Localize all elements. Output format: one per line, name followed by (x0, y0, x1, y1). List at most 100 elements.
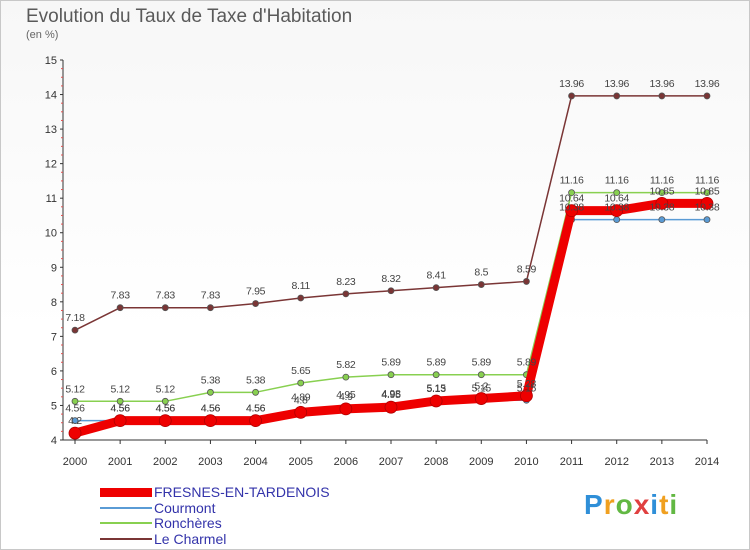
data-point (658, 92, 666, 100)
data-point (477, 281, 485, 288)
brand-logo: Proxiti (584, 489, 678, 521)
legend-label: Le Charmel (154, 530, 227, 547)
data-point (71, 326, 79, 334)
data-label: 4.9 (339, 391, 353, 403)
data-label: 4.56 (201, 403, 221, 415)
data-label: 4.56 (111, 403, 131, 415)
data-point (116, 304, 124, 312)
data-point (249, 414, 262, 428)
data-label: 10.38 (695, 202, 720, 214)
x-tick-label: 2011 (560, 456, 584, 468)
data-point (297, 294, 305, 302)
data-point (161, 304, 169, 312)
x-tick-label: 2008 (424, 456, 448, 468)
data-label: 7.83 (201, 290, 221, 302)
data-point (703, 189, 711, 197)
x-tick-label: 2002 (153, 456, 177, 468)
data-label: 10.85 (649, 185, 674, 197)
y-tick-label: 11 (46, 193, 57, 205)
data-label: 5.89 (517, 357, 537, 369)
data-label: 11.16 (605, 175, 629, 187)
y-tick-label: 15 (45, 55, 57, 67)
x-tick-label: 2004 (243, 456, 267, 468)
y-tick-label: 9 (51, 262, 57, 274)
data-label: 7.83 (111, 290, 131, 302)
data-label: 4.56 (201, 403, 221, 415)
data-point (520, 389, 533, 403)
data-label: 5.38 (246, 374, 266, 386)
data-point (523, 278, 530, 285)
data-label: 5.13 (427, 383, 447, 395)
data-label: 5.15 (517, 382, 537, 394)
data-label: 11.16 (560, 175, 584, 187)
x-tick-label: 2003 (198, 456, 222, 468)
chart-unit-label: (en %) (26, 29, 59, 41)
data-label: 10.85 (695, 185, 720, 197)
data-point (294, 405, 308, 419)
data-label: 4.56 (111, 403, 131, 415)
data-point (161, 397, 169, 405)
legend-label: Courmont (154, 499, 216, 516)
data-point (252, 300, 259, 307)
y-tick-label: 13 (45, 124, 57, 136)
data-point (207, 304, 214, 312)
data-point (568, 189, 575, 197)
x-tick-label: 2006 (334, 456, 358, 468)
brand-letter: t (659, 489, 670, 520)
data-point (342, 290, 350, 298)
data-label: 7.83 (156, 290, 176, 302)
legend-swatch (100, 487, 152, 497)
data-label: 4.56 (65, 403, 85, 415)
data-label: 4.56 (246, 403, 266, 415)
legend-label: Ronchères (154, 515, 222, 531)
data-label: 10.38 (604, 202, 629, 214)
data-point (655, 196, 669, 210)
data-point (703, 92, 711, 100)
data-point (429, 394, 443, 408)
x-tick-label: 2009 (469, 456, 493, 468)
data-label: 4.56 (156, 403, 176, 415)
data-point (387, 371, 395, 379)
data-label: 13.96 (649, 78, 674, 90)
chart-title: Evolution du Taux de Taxe d'Habitation (26, 6, 353, 27)
y-tick-label: 10 (45, 228, 57, 240)
data-point (297, 379, 305, 387)
brand-letter: P (584, 489, 604, 520)
data-point (568, 92, 575, 100)
data-label: 4.2 (68, 415, 82, 427)
data-point (252, 388, 259, 396)
data-label: 4.8 (294, 394, 308, 406)
data-point (116, 397, 124, 405)
data-label: 10.64 (604, 193, 629, 205)
data-point (158, 414, 172, 428)
data-point (477, 371, 485, 379)
data-label: 8.11 (291, 280, 310, 292)
data-label: 5.65 (291, 365, 311, 377)
y-tick-label: 14 (45, 90, 57, 102)
data-point (658, 189, 666, 197)
brand-letter: r (603, 489, 616, 520)
data-point (342, 373, 350, 381)
data-point (474, 392, 488, 405)
brand-letter: x (633, 489, 651, 520)
data-label: 8.41 (427, 270, 447, 282)
x-tick-label: 2013 (650, 456, 674, 468)
data-label: 5.12 (65, 383, 85, 395)
data-label: 5.89 (427, 357, 447, 369)
legend-label: FRESNES-EN-TARDENOIS (154, 484, 330, 500)
data-label: 10.64 (559, 193, 584, 205)
data-point (207, 388, 214, 396)
data-label: 4.95 (381, 389, 401, 401)
data-point (387, 287, 395, 295)
data-label: 8.23 (336, 276, 356, 288)
legend-swatch (100, 506, 152, 509)
data-point (71, 417, 79, 425)
data-label: 5.15 (472, 382, 492, 394)
data-label: 5.12 (156, 383, 176, 395)
y-tick-label: 4 (51, 435, 57, 447)
data-label: 8.59 (517, 263, 537, 275)
x-tick-label: 2014 (695, 456, 719, 468)
data-point (432, 284, 440, 292)
